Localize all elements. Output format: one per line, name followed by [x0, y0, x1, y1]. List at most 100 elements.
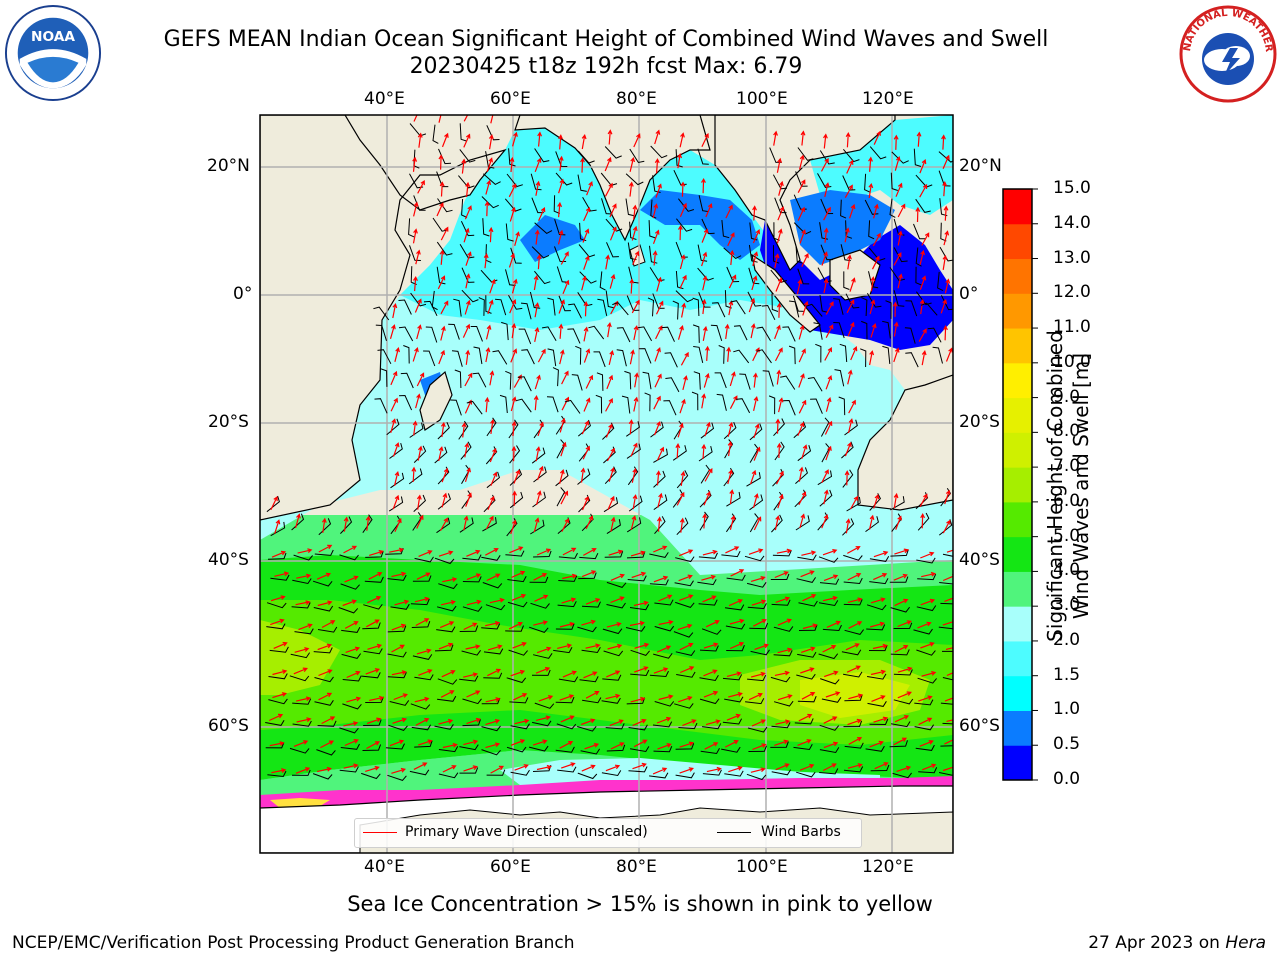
wave-direction-arrow	[511, 278, 518, 294]
wind-barb	[506, 173, 523, 188]
wind-barb	[675, 270, 684, 290]
wind-barb	[398, 326, 414, 342]
wave-direction-arrow	[484, 396, 490, 413]
wave-direction-arrow	[725, 546, 740, 554]
ocean-scs	[790, 190, 895, 265]
wind-barb	[605, 723, 625, 730]
wind-barb	[869, 555, 890, 562]
wave-direction-arrow	[873, 573, 888, 581]
wind-barb	[654, 599, 674, 606]
wave-direction-arrow	[320, 740, 335, 749]
wind-barb	[530, 602, 550, 609]
wind-barb	[807, 376, 823, 392]
wave-direction-arrow	[629, 620, 645, 627]
wind-barb	[867, 673, 887, 680]
wave-direction-arrow	[658, 594, 673, 602]
wind-barb	[338, 607, 359, 614]
wave-direction-arrow	[895, 182, 903, 197]
wave-direction-arrow	[533, 573, 548, 581]
wind-barb	[746, 773, 767, 781]
wind-barb	[547, 297, 556, 316]
colorbar-tick-label: 4.0	[1053, 560, 1081, 581]
wave-direction-arrow	[465, 181, 471, 198]
wind-barbs-legend-line	[717, 832, 751, 833]
wind-barb	[940, 745, 953, 747]
wave-direction-arrow	[825, 301, 834, 315]
footer-date-text: 27 Apr 2023 on	[1088, 933, 1226, 953]
wind-barb	[505, 269, 516, 286]
wave-direction-arrow	[560, 251, 569, 265]
wind-barb	[793, 743, 813, 751]
wave-direction-arrow	[344, 621, 359, 629]
wave-direction-arrow	[489, 447, 497, 463]
wind-barb	[510, 769, 530, 776]
wind-barb	[866, 604, 887, 611]
wind-barb	[723, 247, 742, 259]
wave-direction-arrow	[509, 206, 516, 222]
wave-direction-arrow	[776, 548, 792, 554]
wind-barb	[581, 647, 601, 654]
wave-direction-arrow	[416, 648, 432, 655]
wind-barb	[509, 468, 523, 486]
wave-direction-arrow	[919, 249, 925, 265]
y-tick-left-0: 0°	[233, 284, 253, 304]
wave-direction-arrow	[416, 572, 431, 580]
wave-direction-arrow	[942, 574, 953, 582]
wind-barb	[414, 740, 433, 748]
wave-direction-arrow	[801, 444, 808, 459]
wave-direction-arrow	[679, 741, 695, 748]
wind-barb	[508, 148, 516, 167]
wind-barb	[905, 300, 918, 317]
wind-barb	[819, 747, 840, 754]
wave-direction-arrow	[511, 570, 526, 579]
wave-direction-arrow	[776, 157, 782, 173]
wave-direction-arrow	[634, 372, 639, 388]
wave-direction-arrow	[869, 299, 876, 315]
wave-direction-arrow	[728, 692, 743, 698]
wind-barb	[462, 698, 482, 705]
wind-barb	[292, 720, 312, 727]
wave-direction-arrow	[537, 348, 546, 363]
wave-direction-arrow	[868, 156, 873, 172]
wind-barb	[400, 372, 414, 389]
wave-direction-arrow	[365, 765, 380, 772]
wave-direction-arrow	[774, 324, 781, 340]
wave-direction-arrow	[776, 228, 783, 244]
wave-direction-arrow	[894, 715, 910, 723]
wave-direction-arrow	[511, 445, 517, 462]
wind-barb	[783, 399, 796, 416]
wave-direction-legend-line	[363, 832, 397, 833]
wave-direction-arrow	[633, 600, 649, 607]
wind-barb	[697, 148, 709, 165]
wave-direction-arrow	[873, 130, 881, 145]
wave-direction-arrow	[490, 471, 498, 486]
wave-direction-arrow	[893, 347, 900, 363]
wind-barb	[649, 552, 669, 558]
wave-direction-arrow	[823, 670, 839, 678]
wind-barb	[414, 556, 434, 563]
wind-barb	[294, 628, 314, 635]
wave-direction-arrow	[559, 468, 565, 484]
wave-direction-arrow	[800, 130, 806, 146]
wind-barb	[481, 196, 499, 209]
wave-direction-arrow	[729, 489, 735, 505]
wind-barb	[481, 697, 501, 705]
wave-direction-arrow	[606, 447, 615, 462]
wave-direction-arrow	[416, 494, 422, 510]
wave-direction-arrow	[436, 202, 444, 217]
wave-direction-arrow	[536, 465, 544, 481]
wave-direction-arrow	[893, 134, 899, 150]
wave-direction-arrow	[536, 254, 542, 270]
wind-barb	[579, 271, 597, 284]
wind-barb	[340, 743, 360, 750]
wave-direction-arrow	[366, 619, 380, 628]
wind-barb	[663, 400, 677, 416]
wind-barb	[602, 674, 622, 681]
wind-barb	[510, 723, 530, 730]
y-tick-right-20n: 20°N	[959, 156, 1002, 176]
wave-direction-arrow	[581, 133, 587, 150]
wave-direction-arrow	[513, 693, 528, 701]
wave-direction-arrow	[610, 573, 625, 581]
wind-barb	[460, 220, 475, 237]
wind-barb	[507, 601, 528, 608]
